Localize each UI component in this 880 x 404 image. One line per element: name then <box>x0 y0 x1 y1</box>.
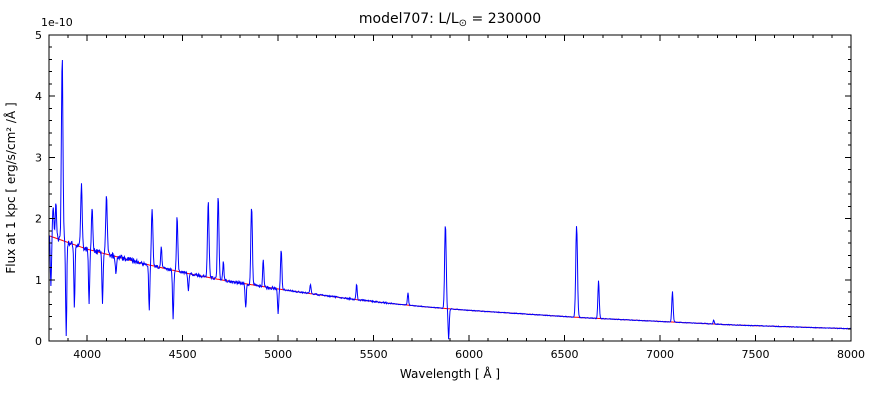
x-tick-label: 4000 <box>73 348 101 361</box>
chart-title: model707: L/L⊙ = 230000 <box>359 11 541 29</box>
axes-border <box>48 34 852 342</box>
chart-title-suffix: = 230000 <box>467 11 541 27</box>
y-tick-label: 2 <box>35 213 42 226</box>
offset-text: 1e-10 <box>41 16 73 29</box>
y-tick-label: 1 <box>35 274 42 287</box>
y-axis-label: Flux at 1 kpc [ erg/s/cm² /Å ] <box>3 102 18 273</box>
y-tick-label: 0 <box>35 335 42 348</box>
chart-title-subscript: ⊙ <box>459 18 467 29</box>
x-tick-label: 5500 <box>360 348 388 361</box>
x-tick-label: 6000 <box>455 348 483 361</box>
x-axis-label: Wavelength [ Å ] <box>400 366 500 381</box>
chart-title-prefix: model707: L/L <box>359 11 459 27</box>
spectrum-line <box>48 59 852 340</box>
y-tick-labels: 0 1 2 3 4 5 <box>35 29 42 348</box>
y-tick-label: 3 <box>35 151 42 164</box>
x-tick-label: 8000 <box>837 348 865 361</box>
x-tick-label: 4500 <box>169 348 197 361</box>
x-tick-labels: 4000 4500 5000 5500 6000 6500 7000 7500 8000 <box>73 348 865 361</box>
y-tick-label: 4 <box>35 90 42 103</box>
plot-area <box>48 59 852 340</box>
x-tick-label: 6500 <box>551 348 579 361</box>
tick-marks <box>48 34 852 342</box>
x-tick-label: 5000 <box>264 348 292 361</box>
axes <box>48 34 852 342</box>
x-tick-label: 7000 <box>646 348 674 361</box>
x-tick-label: 7500 <box>742 348 770 361</box>
y-tick-label: 5 <box>35 29 42 42</box>
